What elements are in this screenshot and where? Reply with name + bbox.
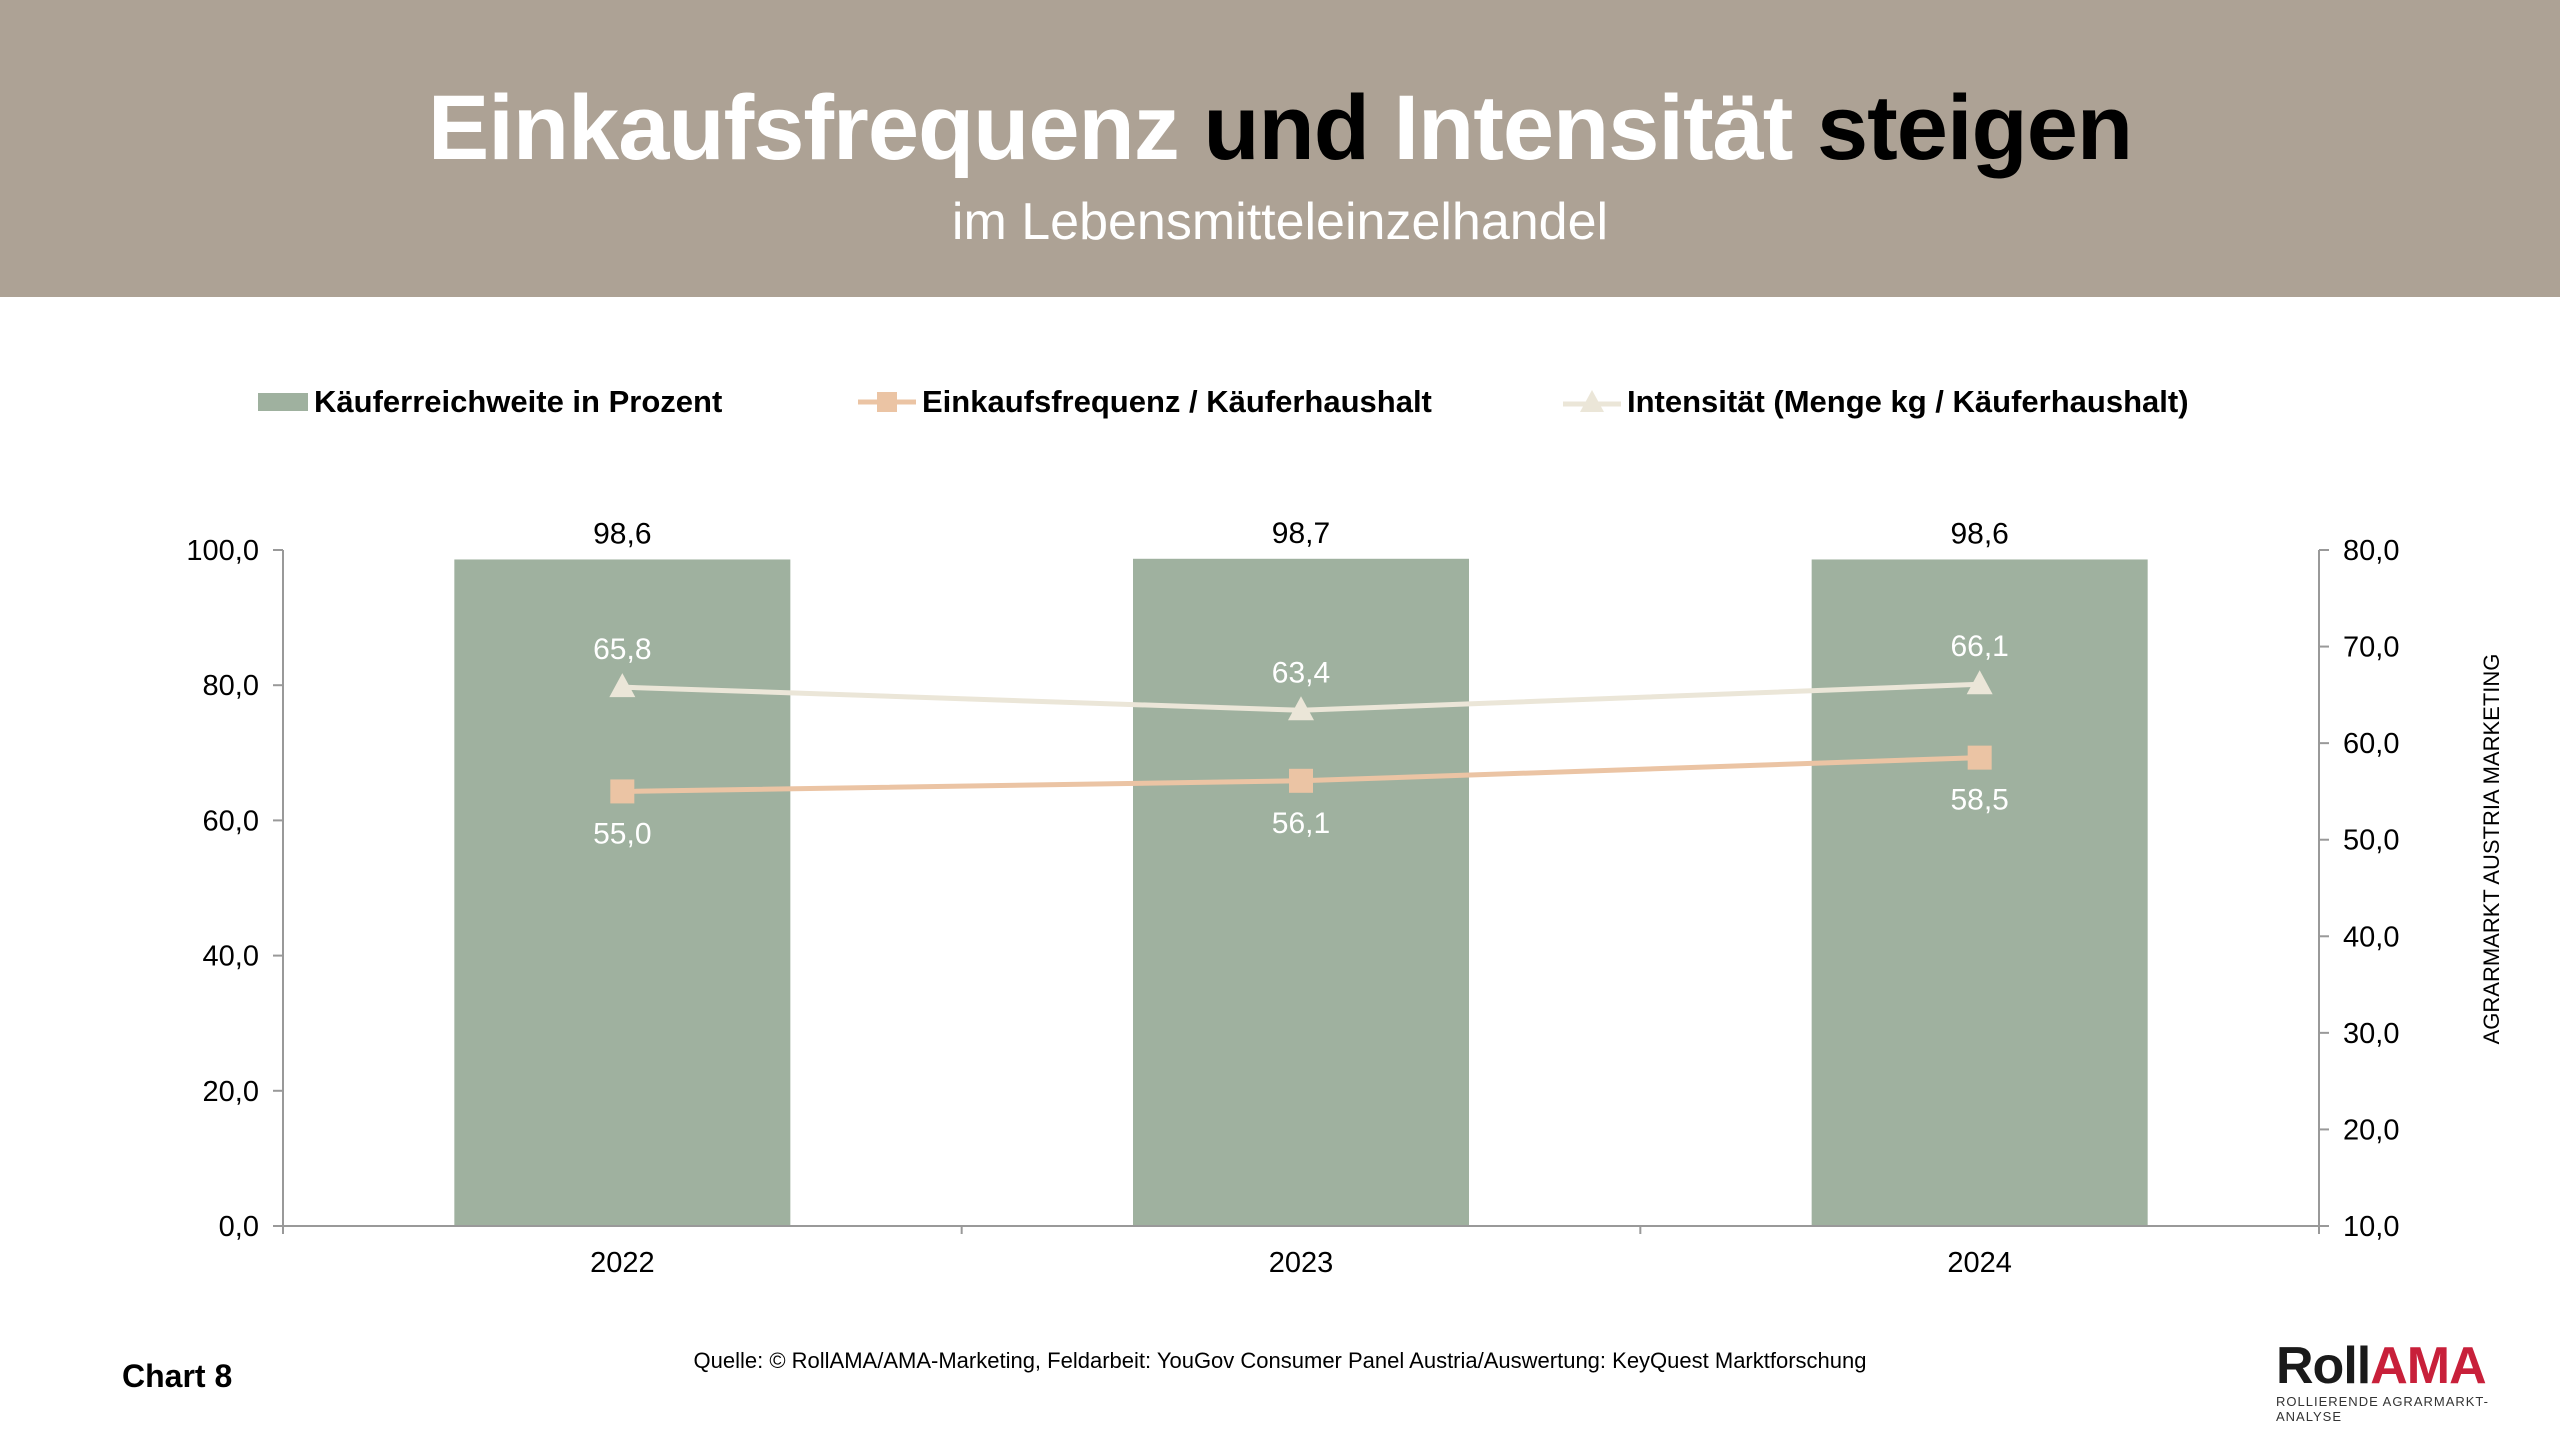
x-tick-label: 2022 bbox=[590, 1247, 655, 1279]
legend-item-bar: Käuferreichweite in Prozent bbox=[258, 383, 722, 421]
right-tick-label: 10,0 bbox=[2343, 1211, 2399, 1243]
page-subtitle: im Lebensmitteleinzelhandel bbox=[951, 193, 1609, 251]
bar-data-label: 98,6 bbox=[593, 517, 651, 550]
legend-bar-swatch bbox=[258, 393, 308, 411]
left-tick-label: 20,0 bbox=[203, 1076, 259, 1108]
bar-2022 bbox=[454, 559, 791, 1226]
left-tick-label: 0,0 bbox=[219, 1211, 259, 1243]
frequency-marker bbox=[1289, 768, 1313, 793]
right-tick-label: 20,0 bbox=[2343, 1114, 2399, 1146]
left-tick-label: 80,0 bbox=[203, 670, 259, 702]
chart-number: Chart 8 bbox=[122, 1358, 233, 1394]
right-tick-label: 40,0 bbox=[2343, 921, 2399, 953]
source-note: Quelle: © RollAMA/AMA-Marketing, Feldarb… bbox=[693, 1348, 1867, 1373]
right-tick-label: 80,0 bbox=[2343, 535, 2399, 567]
right-tick-label: 30,0 bbox=[2343, 1018, 2399, 1050]
rollama-logo: RollAMA ROLLIERENDE AGRARMARKT-ANALYSE bbox=[2276, 1337, 2489, 1424]
page-title: Einkaufsfrequenz und Intensität steigen bbox=[427, 77, 2133, 179]
right-tick-label: 60,0 bbox=[2343, 728, 2399, 760]
line-data-label: 58,5 bbox=[1950, 784, 2008, 817]
intensity-marker bbox=[1288, 696, 1314, 721]
bar-data-label: 98,6 bbox=[1950, 517, 2008, 550]
intensity-marker bbox=[1966, 670, 1993, 695]
line-data-label: 65,8 bbox=[593, 633, 651, 666]
line-data-label: 56,1 bbox=[1272, 807, 1330, 840]
line-data-label: 55,0 bbox=[593, 817, 651, 850]
intensity-marker bbox=[609, 673, 636, 698]
legend-item-intensity: Intensität (Menge kg / Käuferhaushalt) bbox=[1563, 383, 2189, 421]
header-banner: Einkaufsfrequenz und Intensität steigen … bbox=[0, 0, 2560, 297]
left-tick-label: 60,0 bbox=[203, 805, 259, 837]
legend-triangle-marker-icon bbox=[1563, 390, 1621, 412]
side-watermark-text: AGRARMARKT AUSTRIA MARKETING bbox=[2479, 653, 2504, 1045]
left-tick-label: 100,0 bbox=[186, 535, 259, 567]
bar-data-label: 98,7 bbox=[1272, 517, 1330, 550]
right-tick-label: 50,0 bbox=[2343, 825, 2399, 857]
right-tick-label: 70,0 bbox=[2343, 632, 2399, 664]
legend-square-marker-icon bbox=[858, 392, 916, 412]
left-tick-label: 40,0 bbox=[203, 941, 259, 973]
x-tick-label: 2024 bbox=[1947, 1247, 2012, 1279]
bar-2023 bbox=[1133, 558, 1469, 1226]
line-data-label: 63,4 bbox=[1272, 656, 1330, 689]
x-tick-label: 2023 bbox=[1269, 1247, 1334, 1279]
legend-item-frequency: Einkaufsfrequenz / Käuferhaushalt bbox=[858, 383, 1432, 421]
frequency-marker bbox=[610, 779, 635, 804]
line-data-label: 66,1 bbox=[1950, 630, 2008, 663]
frequency-marker bbox=[1967, 745, 1992, 770]
